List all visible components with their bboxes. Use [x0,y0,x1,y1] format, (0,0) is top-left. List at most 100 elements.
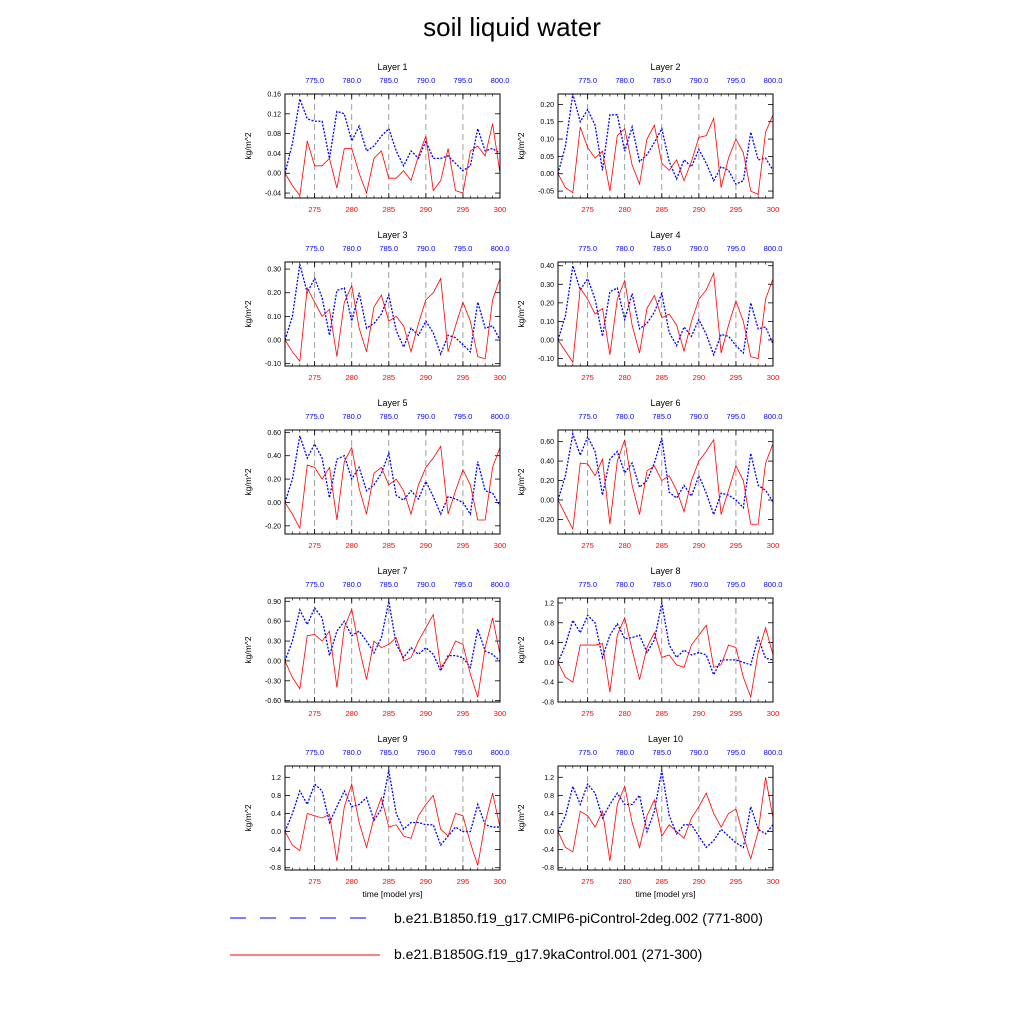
y-axis-label: kg/m^2 [243,804,253,831]
x-tick-label: 295 [457,205,470,214]
x-top-tick-label: 785.0 [379,748,398,757]
x-tick-label: 285 [656,877,669,886]
x-top-tick-label: 795.0 [727,412,746,421]
y-tick-label: 0.20 [267,477,281,484]
series-line-red [557,616,774,699]
x-tick-label: 285 [383,373,396,382]
x-tick-label: 275 [308,541,321,550]
y-tick-label: -0.4 [269,847,281,854]
x-tick-label: 290 [693,205,706,214]
x-tick-label: 295 [457,709,470,718]
plot-frame [284,597,501,703]
plot-frame [284,261,501,367]
x-tick-label: 275 [581,205,594,214]
y-tick-label: 0.10 [540,137,554,144]
x-top-tick-label: 800.0 [491,580,510,589]
x-top-tick-label: 795.0 [727,580,746,589]
panel-title: Layer 10 [648,734,683,744]
series-line-blue [557,265,774,357]
y-tick-label: 0.10 [267,314,281,321]
x-top-tick-label: 795.0 [454,580,473,589]
y-tick-label: 0.60 [267,619,281,626]
series-line-red [557,114,774,196]
y-tick-label: 0.20 [540,478,554,485]
x-tick-label: 280 [618,373,631,382]
y-tick-label: 0.30 [540,282,554,289]
x-top-tick-label: 785.0 [652,76,671,85]
y-tick-label: -0.30 [265,678,281,685]
legend-label-bottom-series: b.e21.B1850G.f19_g17.9kaControl.001 (271… [394,946,703,962]
chart-panel-6: Layer 6 275 775.0 280 780.0 285 785.0 290 790.0 2… [516,398,782,550]
y-tick-label: 0.16 [267,92,281,99]
x-tick-label: 300 [494,373,507,382]
series-line-blue [284,770,500,847]
x-top-tick-label: 780.0 [615,748,634,757]
y-tick-label: -0.4 [542,680,554,687]
x-tick-label: 285 [656,373,669,382]
chart-panel-1: Layer 1 275 775.0 280 780.0 285 785.0 290 790.0 2… [243,62,509,214]
series-line-blue [284,601,501,673]
y-axis-label: kg/m^2 [243,468,253,495]
x-top-tick-label: 775.0 [305,76,324,85]
series-line-blue [557,770,774,849]
x-tick-label: 275 [581,709,594,718]
x-tick-label: 290 [420,541,433,550]
x-top-tick-label: 795.0 [454,76,473,85]
y-tick-label: 0.8 [544,793,554,800]
x-tick-label: 290 [693,373,706,382]
y-tick-label: 0.0 [544,829,554,836]
y-axis-label: kg/m^2 [243,132,253,159]
x-tick-label: 275 [308,373,321,382]
x-tick-label: 275 [308,205,321,214]
y-axis-label: kg/m^2 [516,132,526,159]
x-top-tick-label: 790.0 [689,412,708,421]
y-tick-label: 0.0 [271,829,281,836]
series-line-red [284,782,501,866]
x-tick-label: 275 [308,877,321,886]
y-tick-label: 0.05 [540,154,554,161]
x-top-tick-label: 800.0 [764,748,783,757]
y-axis-label: kg/m^2 [516,300,526,327]
x-top-tick-label: 800.0 [491,76,510,85]
plot-frame [557,765,774,871]
y-tick-label: 0.00 [540,497,554,504]
x-tick-label: 280 [345,205,358,214]
x-tick-label: 295 [730,877,743,886]
x-top-tick-label: 780.0 [342,412,361,421]
x-tick-label: 290 [420,877,433,886]
x-top-tick-label: 785.0 [379,244,398,253]
x-top-tick-label: 785.0 [652,244,671,253]
x-tick-label: 285 [383,709,396,718]
series-line-red [284,277,501,363]
x-axis-label: time [model yrs] [636,889,696,899]
y-tick-label: 0.00 [267,171,281,178]
y-tick-label: -0.05 [538,189,554,196]
y-tick-label: 0.60 [540,439,554,446]
y-tick-label: -0.8 [542,700,554,707]
x-tick-label: 300 [767,709,780,718]
y-tick-label: 0.00 [540,338,554,345]
x-top-tick-label: 790.0 [416,412,435,421]
x-tick-label: 290 [420,205,433,214]
x-axis-label: time [model yrs] [363,889,423,899]
x-top-tick-label: 780.0 [342,580,361,589]
x-top-tick-label: 785.0 [652,580,671,589]
chart-panel-3: Layer 3 275 775.0 280 780.0 285 785.0 290 790.0 2… [243,230,509,382]
y-tick-label: 0.10 [540,319,554,326]
x-top-tick-label: 775.0 [578,76,597,85]
panel-title: Layer 6 [650,398,680,408]
legend-label-top-series: b.e21.B1850.f19_g17.CMIP6-piControl-2deg… [394,910,763,926]
series-line-blue [284,264,501,357]
y-tick-label: 0.12 [267,111,281,118]
x-top-tick-label: 775.0 [305,580,324,589]
chart-panel-7: Layer 7 275 775.0 280 780.0 285 785.0 290 790.0 2… [243,566,509,718]
y-tick-label: 0.20 [540,102,554,109]
x-tick-label: 295 [730,541,743,550]
x-top-tick-label: 780.0 [342,244,361,253]
y-tick-label: 1.2 [271,775,281,782]
series-line-blue [557,431,774,517]
panel-title: Layer 8 [650,566,680,576]
y-tick-label: 0.04 [267,151,281,158]
x-tick-label: 280 [618,877,631,886]
